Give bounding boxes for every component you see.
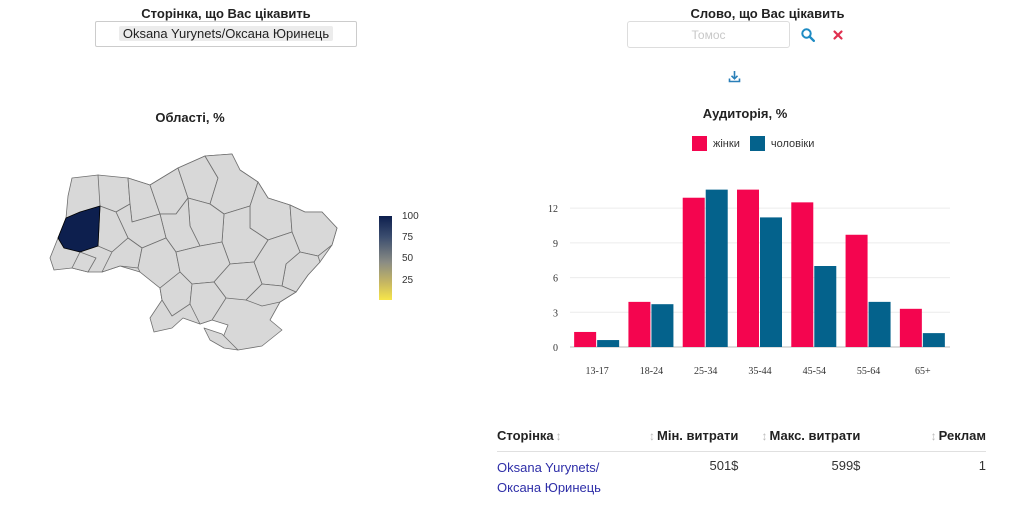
audience-bar-chart: 0 3 6 9 12 13-17 18-24 25-34 35-44 45-54 55-64 65+ xyxy=(548,189,950,377)
column-header-max-label: Макс. витрати xyxy=(769,428,861,443)
legend-item-men[interactable]: чоловіки xyxy=(749,136,815,151)
column-header-ads[interactable]: ↕ Реклам xyxy=(860,424,986,452)
page-cell: Oksana Yurynets/Оксана Юринець xyxy=(497,452,647,505)
x-tick-label: 25-34 xyxy=(694,366,717,377)
y-tick-label: 12 xyxy=(548,204,558,215)
map-region xyxy=(249,181,293,241)
column-header-page[interactable]: Сторінка ↕ xyxy=(497,424,647,452)
pages-table: Сторінка ↕ ↕ Мін. витрати ↕ Макс. витрати ↕… xyxy=(497,424,986,504)
download-icon[interactable] xyxy=(726,68,742,84)
legend-swatch-women xyxy=(692,136,707,151)
bar-women xyxy=(791,202,814,347)
bar-women xyxy=(737,189,759,347)
x-tick-label: 13-17 xyxy=(585,366,608,377)
map-color-scale xyxy=(379,216,392,300)
sort-icon[interactable]: ↕ xyxy=(930,429,937,443)
bar-women xyxy=(574,331,597,347)
page-select-value: Oksana Yurynets/Оксана Юринець xyxy=(118,26,334,41)
page-link[interactable]: Oksana Yurynets/Оксана Юринець xyxy=(497,460,601,495)
legend-swatch-men xyxy=(749,136,765,151)
page-picker-label: Сторінка, що Вас цікавить xyxy=(141,6,311,21)
column-header-min[interactable]: ↕ Мін. витрати xyxy=(647,424,739,452)
y-tick-label: 6 xyxy=(553,274,558,285)
sort-icon[interactable]: ↕ xyxy=(555,429,562,443)
table-row: Oksana Yurynets/Оксана Юринець 501$ 599$… xyxy=(497,452,986,505)
bar-men xyxy=(651,304,674,347)
search-icon[interactable] xyxy=(800,27,816,43)
bar-men xyxy=(597,340,620,347)
page-select[interactable]: Oksana Yurynets/Оксана Юринець xyxy=(95,21,357,47)
sort-icon[interactable]: ↕ xyxy=(649,429,655,443)
chart-legend: жінки чоловіки xyxy=(692,136,824,151)
bar-women xyxy=(845,234,868,347)
x-tick-label: 35-44 xyxy=(748,366,771,377)
map-region xyxy=(203,327,239,351)
bar-women xyxy=(682,197,705,347)
sort-icon[interactable]: ↕ xyxy=(761,429,768,443)
y-tick-label: 3 xyxy=(553,308,558,319)
ads-count-cell: 1 xyxy=(978,458,986,473)
bar-men xyxy=(868,301,891,347)
legend-label-women: жінки xyxy=(713,137,740,150)
page-link-line2: Оксана Юринець xyxy=(497,480,601,495)
legend-item-women[interactable]: жінки xyxy=(692,136,740,151)
legend-label-men: чоловіки xyxy=(770,137,815,150)
column-header-max[interactable]: ↕ Макс. витрати xyxy=(738,424,861,452)
page-link-line1: Oksana Yurynets/ xyxy=(497,460,600,475)
table-header-row: Сторінка ↕ ↕ Мін. витрати ↕ Макс. витрати ↕… xyxy=(497,424,986,452)
min-spend-cell: 501$ xyxy=(709,458,739,473)
bar-men xyxy=(814,266,837,347)
max-spend-cell: 599$ xyxy=(831,458,861,473)
map-region xyxy=(71,251,97,273)
word-input[interactable] xyxy=(627,21,790,48)
scale-tick: 50 xyxy=(402,253,414,264)
map-title: Області, % xyxy=(155,110,225,125)
close-icon[interactable] xyxy=(830,27,846,43)
column-header-min-label: Мін. витрати xyxy=(657,428,739,443)
y-tick-label: 9 xyxy=(553,239,558,250)
x-tick-label: 45-54 xyxy=(803,366,826,377)
scale-tick: 25 xyxy=(402,275,414,286)
bar-men xyxy=(922,333,945,347)
x-tick-label: 55-64 xyxy=(857,366,880,377)
map-region xyxy=(245,283,297,307)
word-picker-label: Слово, що Вас цікавить xyxy=(690,6,845,21)
chart-title: Аудиторія, % xyxy=(702,106,788,121)
bar-women xyxy=(899,308,922,347)
bar-men xyxy=(760,217,782,347)
scale-tick: 100 xyxy=(402,211,419,222)
y-tick-label: 0 xyxy=(553,343,558,354)
x-tick-label: 18-24 xyxy=(640,366,663,377)
map-region-lviv-highlight xyxy=(57,205,101,253)
scale-tick: 75 xyxy=(402,232,414,243)
bar-men xyxy=(705,189,728,347)
map-region xyxy=(189,281,227,325)
ukraine-regions-map xyxy=(49,153,338,351)
column-header-page-label: Сторінка xyxy=(497,428,554,443)
column-header-ads-label: Реклам xyxy=(938,428,986,443)
x-tick-label: 65+ xyxy=(915,366,931,377)
bar-women xyxy=(628,301,651,347)
